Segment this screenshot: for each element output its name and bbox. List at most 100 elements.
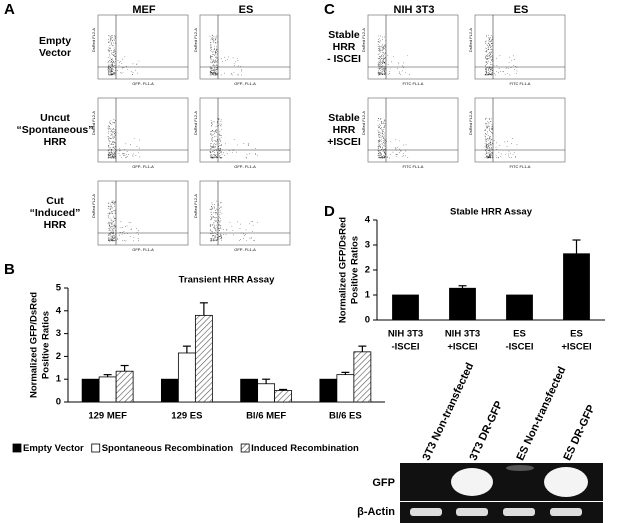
flow-dot [109,222,111,224]
flow-dot [220,141,221,143]
flow-dot [110,222,112,224]
flow-dot [115,143,117,145]
flow-dot [115,238,117,240]
flow-dot [107,49,109,50]
flow-dot [109,157,110,158]
flow-dot [215,53,217,55]
flow-dot [210,45,212,47]
flow-dot [385,156,387,158]
axis-title: DsRed FL2-A [193,111,198,136]
flow-dot [108,206,110,207]
flow-dot [485,55,487,57]
flow-dot [487,144,489,145]
flow-dot [491,148,493,150]
flow-dot [213,54,215,55]
flow-dot [114,69,116,71]
flow-dot [217,237,218,238]
flow-dot [485,141,487,143]
flow-dot [109,238,111,240]
flow-dot [112,58,113,60]
flow-dot [378,141,379,143]
flow-dot [108,74,110,75]
flow-dot [124,56,126,58]
flow-dot [113,227,115,229]
flow-dot [212,145,213,147]
flow-dot [488,55,490,56]
flow-dot [126,151,128,152]
flow-dot [377,154,379,156]
flow-dot [489,43,490,45]
flow-dot [382,155,384,156]
flow-dot [209,229,211,231]
flow-dot [216,67,218,68]
flow-dot [113,210,115,212]
flow-dot [215,50,217,51]
flow-dot [380,59,382,61]
flow-dot [215,50,216,52]
flow-dot [220,228,222,229]
flow-dot [113,225,114,227]
flow-dot [378,53,380,55]
flow-dot [115,156,117,158]
flow-dot [115,234,116,235]
flow-dot [110,219,112,221]
flow-dot [385,139,387,141]
flow-dot [132,154,134,156]
flow-dot [215,224,217,226]
flow-dot [111,238,113,240]
flow-dot [382,145,384,147]
flow-dot [491,128,492,130]
flow-dot [378,157,379,158]
flow-dot [210,225,211,227]
flow-dot [490,56,491,58]
flow-dot [378,151,380,153]
flow-dot [109,209,111,210]
flow-dot [214,42,216,44]
flow-dot [383,121,385,123]
flow-dot [115,153,117,155]
flow-dot [486,144,488,145]
flow-dot [489,137,491,139]
flow-dot [491,128,493,129]
flow-dot [109,155,110,156]
legend-label: Spontaneous Recombination [102,443,234,454]
flow-dot [210,68,212,69]
flow-dot [491,132,493,133]
flow-dot [491,56,493,57]
flow-dot [110,211,112,212]
flow-dot [380,48,382,50]
flow-dot [210,61,212,63]
flow-dot [384,71,385,72]
flow-dot [487,54,488,55]
flow-dot [209,152,211,154]
flow-dot [212,68,213,70]
flow-dot [487,149,489,151]
flow-dot [138,147,140,149]
flow-dot [112,74,114,75]
flow-dot [220,125,222,127]
bar [353,351,372,403]
flow-dot [486,35,487,37]
flow-dot [217,73,219,75]
axis-title: DsRed FL2-A [361,28,366,53]
flow-dot [214,65,216,67]
flow-dot [490,37,491,39]
y-tick-label: 4 [56,305,62,316]
flow-dot [115,150,117,152]
flow-dot [109,212,110,214]
flow-dot [210,56,212,58]
flow-dot [211,35,213,37]
flow-dot [217,154,218,156]
flow-dot [400,73,402,75]
flow-dot [490,68,492,70]
flow-dot [237,144,238,146]
flow-dot [379,46,380,48]
flow-dot [209,74,211,76]
flow-dot [213,71,215,73]
flow-dot [110,239,112,241]
flow-dot [486,59,488,61]
flow-dot [215,154,217,155]
flow-dot [209,230,211,231]
flow-dot [218,118,220,120]
flow-dot [232,230,234,231]
